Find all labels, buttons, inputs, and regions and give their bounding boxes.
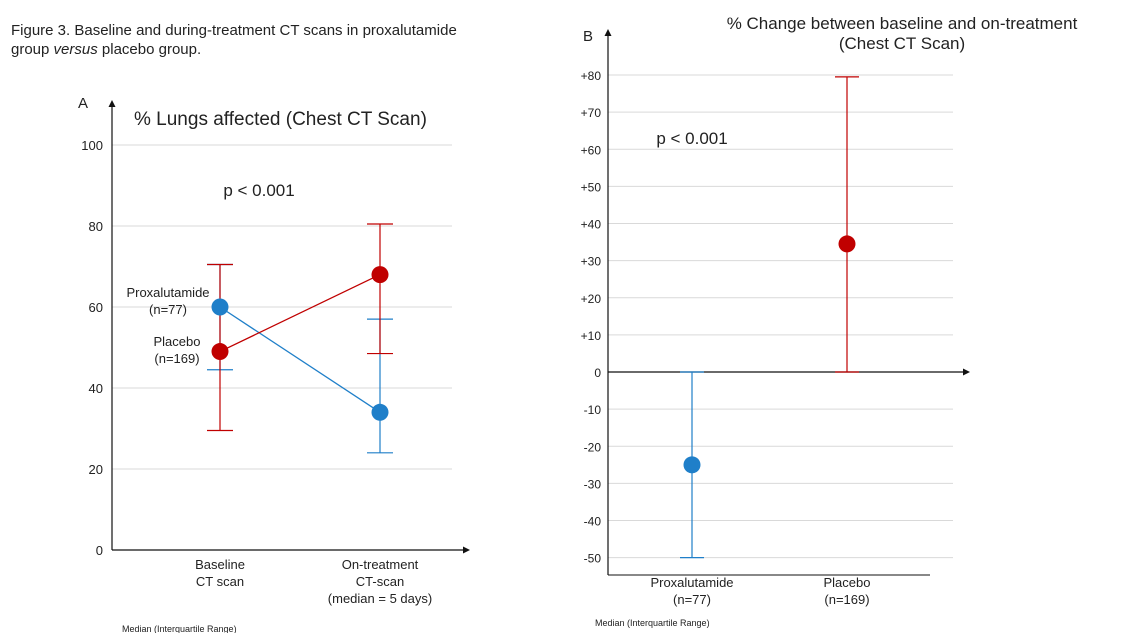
chart-b-ytick-label: 0: [594, 366, 601, 380]
chart-a-category-label: Baseline: [195, 557, 245, 572]
chart-a-category-label: On-treatment: [342, 557, 419, 572]
chart-b-ytick-label: +10: [581, 329, 602, 343]
chart-a-category-label: CT-scan: [356, 574, 404, 589]
chart-b-ytick-label: -30: [584, 477, 602, 491]
chart-a-title: % Lungs affected (Chest CT Scan): [134, 109, 427, 130]
chart-b-ytick-label: -10: [584, 403, 602, 417]
chart-b-ytick-label: +60: [581, 143, 602, 157]
figure-caption: Figure 3. Baseline and during-treatment …: [11, 21, 491, 59]
chart-b-zero-axis-arrow: [963, 368, 970, 376]
chart-a-ytick-label: 0: [96, 543, 103, 558]
chart-a-series-label: (n=77): [149, 302, 187, 317]
chart-a-placebo-point: [211, 343, 229, 361]
chart-b-ytick-label: -50: [584, 552, 602, 566]
chart-a-ytick-label: 100: [81, 138, 103, 153]
chart-b-category-label: (n=77): [673, 592, 711, 607]
chart-a-series-label: (n=169): [154, 351, 199, 366]
chart-b-y-axis-arrow: [604, 29, 612, 36]
chart-a-ytick-label: 40: [89, 381, 103, 396]
chart-a-ytick-label: 20: [89, 462, 103, 477]
caption-italic: versus: [53, 41, 98, 58]
chart-a-series-label: Proxalutamide: [126, 285, 209, 300]
chart-a: 0 20 40 60 80 100 A % Lungs affected (Chest CT …: [78, 95, 470, 633]
chart-b-ytick-label: +20: [581, 292, 602, 306]
chart-a-series-label: Placebo: [154, 334, 201, 349]
chart-b: -50 -40 -30 -20 -10 0 +10 +20 +30 +40 +50 +60 +70 +80…: [581, 14, 1078, 628]
chart-b-ytick-label: -20: [584, 440, 602, 454]
chart-b-category-label: Placebo: [824, 575, 871, 590]
chart-b-ytick-label: +40: [581, 218, 602, 232]
chart-a-panel-label: A: [78, 95, 88, 112]
caption-text: Figure 3. Baseline and during-treatment …: [11, 22, 457, 58]
chart-b-p-value: p < 0.001: [656, 129, 727, 148]
caption-text-end: placebo group.: [97, 41, 202, 58]
chart-a-placebo-line: [219, 274, 381, 353]
chart-b-panel-label: B: [583, 28, 593, 45]
chart-a-category-label: CT scan: [196, 574, 244, 589]
chart-a-proxalutamide-point: [211, 298, 229, 316]
chart-a-proxalutamide-point: [371, 403, 389, 421]
chart-a-ytick-label: 60: [89, 300, 103, 315]
chart-a-y-axis-arrow: [108, 100, 116, 107]
chart-b-proxalutamide-point: [683, 456, 701, 474]
chart-b-category-label: (n=169): [824, 592, 869, 607]
chart-a-placebo-point: [371, 266, 389, 284]
chart-b-ytick-label: +50: [581, 180, 602, 194]
chart-a-p-value: p < 0.001: [223, 181, 294, 200]
chart-b-category-label: Proxalutamide: [650, 575, 733, 590]
chart-a-proxalutamide-line: [219, 306, 381, 413]
chart-a-footnote: Median (Interquartile Range): [122, 624, 237, 633]
chart-a-category-label: (median = 5 days): [328, 591, 432, 606]
chart-b-ytick-label: +80: [581, 69, 602, 83]
chart-b-ytick-label: -40: [584, 515, 602, 529]
chart-a-x-axis-arrow: [463, 546, 470, 554]
chart-b-title-line: % Change between baseline and on-treatme…: [727, 14, 1078, 33]
chart-b-ytick-label: +30: [581, 255, 602, 269]
chart-b-ytick-label: +70: [581, 106, 602, 120]
chart-a-ytick-label: 80: [89, 219, 103, 234]
chart-b-footnote: Median (Interquartile Range): [595, 618, 710, 628]
chart-b-placebo-point: [838, 235, 856, 253]
chart-b-title-line: (Chest CT Scan): [839, 34, 965, 53]
